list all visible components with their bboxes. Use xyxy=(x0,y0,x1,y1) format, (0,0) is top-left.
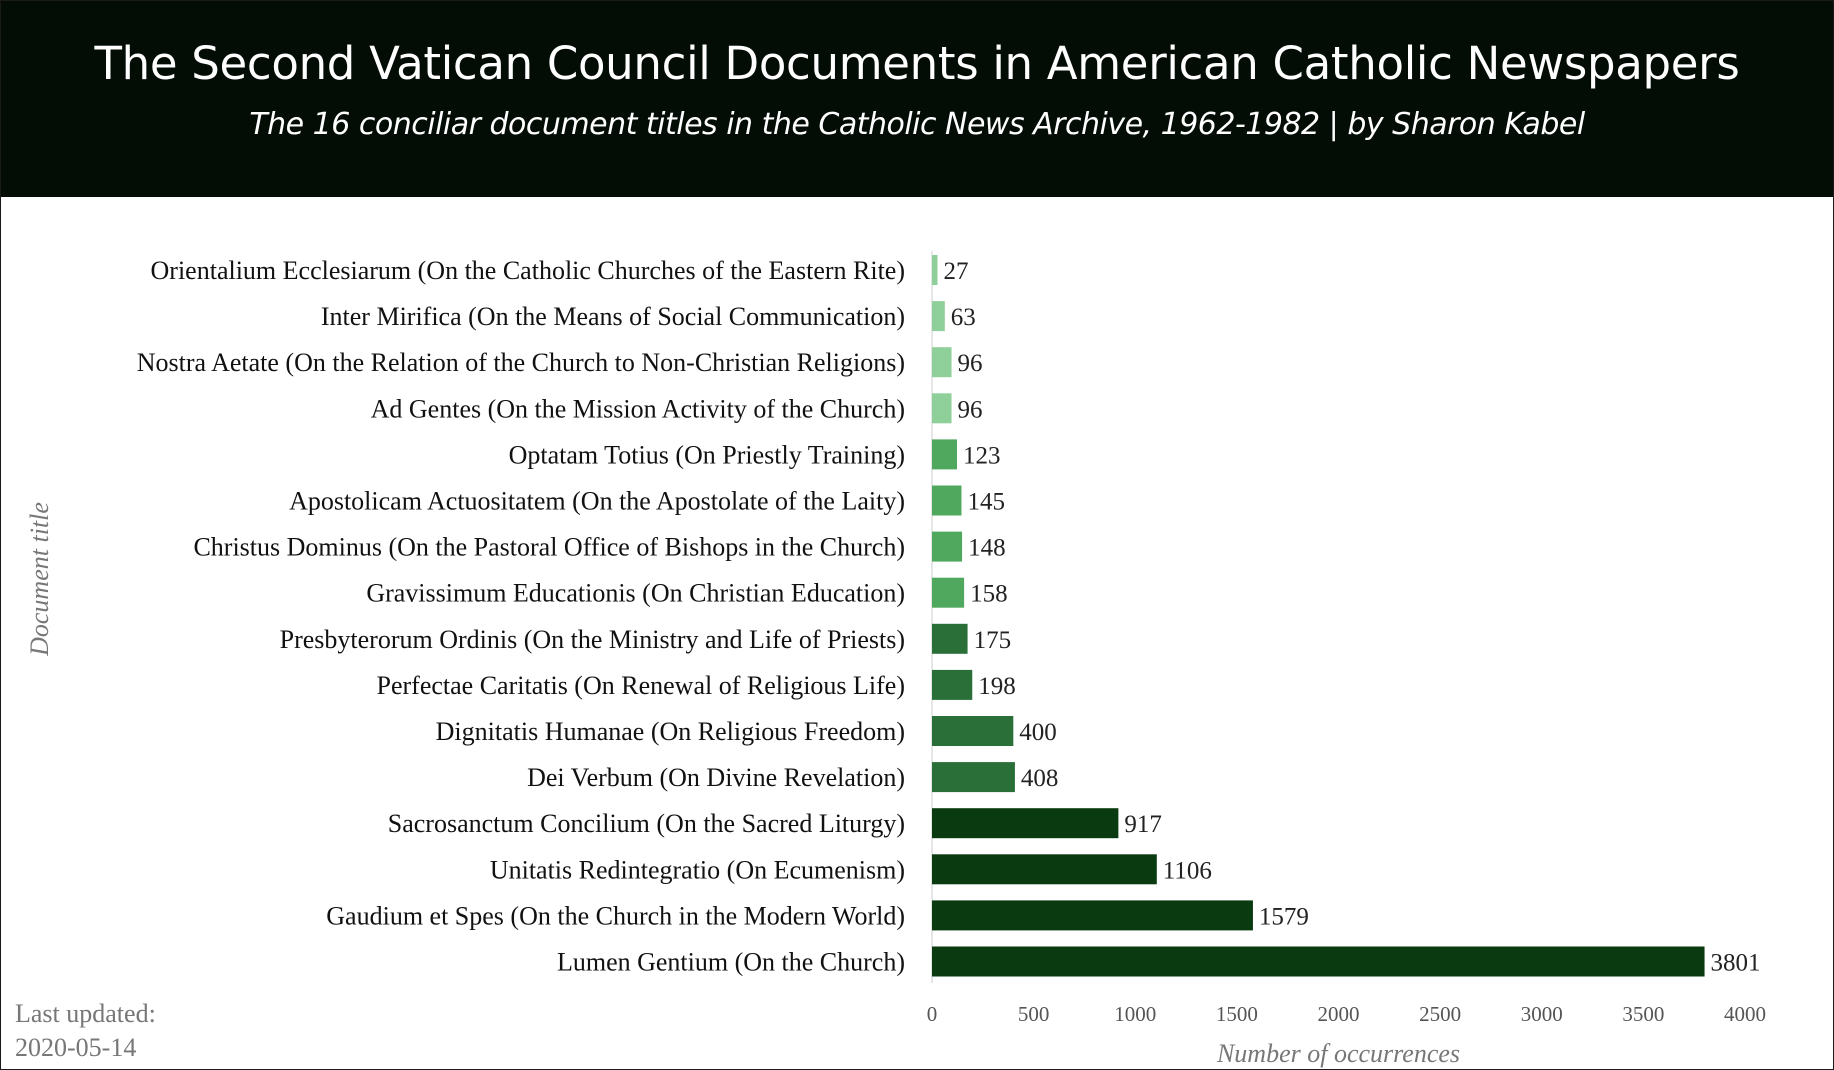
category-label: Presbyterorum Ordinis (On the Ministry a… xyxy=(280,625,905,654)
chart-title: The Second Vatican Council Documents in … xyxy=(94,37,1740,90)
data-label: 1106 xyxy=(1163,857,1212,884)
bar xyxy=(932,623,968,654)
chart-subtitle: The 16 conciliar document titles in the … xyxy=(249,107,1585,142)
bar xyxy=(932,716,1014,746)
x-tick-label: 2000 xyxy=(1318,1002,1360,1026)
bar xyxy=(932,301,945,332)
last-updated: Last updated: 2020-05-14 xyxy=(15,997,156,1065)
category-label: Gaudium et Spes (On the Church in the Mo… xyxy=(326,901,905,930)
x-tick-label: 1500 xyxy=(1216,1002,1258,1026)
category-label: Lumen Gentium (On the Church) xyxy=(557,948,905,977)
bar xyxy=(932,669,973,700)
bar xyxy=(932,393,952,424)
category-label: Orientalium Ecclesiarum (On the Catholic… xyxy=(151,256,905,285)
bar xyxy=(932,439,957,470)
category-label: Nostra Aetate (On the Relation of the Ch… xyxy=(137,348,905,377)
category-label: Dei Verbum (On Divine Revelation) xyxy=(527,763,905,792)
category-label: Gravissimum Educationis (On Christian Ed… xyxy=(366,579,905,608)
data-label: 27 xyxy=(943,258,968,285)
x-tick-label: 0 xyxy=(927,1002,938,1026)
data-label: 96 xyxy=(958,350,983,377)
bar xyxy=(932,577,965,608)
bar xyxy=(932,808,1119,839)
data-label: 3801 xyxy=(1711,950,1761,977)
data-label: 198 xyxy=(978,673,1016,700)
data-label: 917 xyxy=(1124,811,1162,838)
category-label: Dignitatis Humanae (On Religious Freedom… xyxy=(436,717,905,746)
data-label: 408 xyxy=(1021,765,1059,792)
data-label: 123 xyxy=(963,442,1001,469)
y-axis-title: Document title xyxy=(25,502,54,657)
x-axis-title: Number of occurrences xyxy=(1216,1039,1460,1068)
chart-header: The Second Vatican Council Documents in … xyxy=(1,1,1833,197)
data-label: 175 xyxy=(974,627,1012,654)
bar xyxy=(932,347,952,378)
category-label: Sacrosanctum Concilium (On the Sacred Li… xyxy=(388,809,905,838)
x-tick-label: 4000 xyxy=(1724,1002,1766,1026)
category-label: Optatam Totius (On Priestly Training) xyxy=(509,440,905,469)
category-label: Christus Dominus (On the Pastoral Office… xyxy=(193,533,905,562)
bar xyxy=(932,762,1015,793)
last-updated-date: 2020-05-14 xyxy=(15,1033,137,1062)
category-label: Perfectae Caritatis (On Renewal of Relig… xyxy=(377,671,905,700)
x-tick-label: 2500 xyxy=(1419,1002,1461,1026)
x-tick-label: 1000 xyxy=(1114,1002,1156,1026)
data-label: 148 xyxy=(968,535,1006,562)
x-tick-label: 500 xyxy=(1018,1002,1050,1026)
category-label: Ad Gentes (On the Mission Activity of th… xyxy=(371,394,905,423)
data-label: 158 xyxy=(970,581,1008,608)
data-label: 400 xyxy=(1019,719,1057,746)
category-label: Apostolicam Actuositatem (On the Apostol… xyxy=(289,487,905,516)
last-updated-label: Last updated: xyxy=(15,999,156,1028)
bar xyxy=(932,900,1253,931)
category-label: Unitatis Redintegratio (On Ecumenism) xyxy=(490,855,905,884)
data-label: 96 xyxy=(958,396,983,423)
data-label: 1579 xyxy=(1259,903,1309,930)
bar xyxy=(932,531,963,562)
x-tick-label: 3500 xyxy=(1622,1002,1664,1026)
bar xyxy=(932,854,1157,885)
data-label: 63 xyxy=(951,304,976,331)
data-label: 145 xyxy=(967,489,1005,516)
category-label: Inter Mirifica (On the Means of Social C… xyxy=(321,302,905,331)
bar xyxy=(932,485,962,516)
bar xyxy=(932,255,938,285)
x-tick-label: 3000 xyxy=(1521,1002,1563,1026)
bar xyxy=(932,946,1705,977)
